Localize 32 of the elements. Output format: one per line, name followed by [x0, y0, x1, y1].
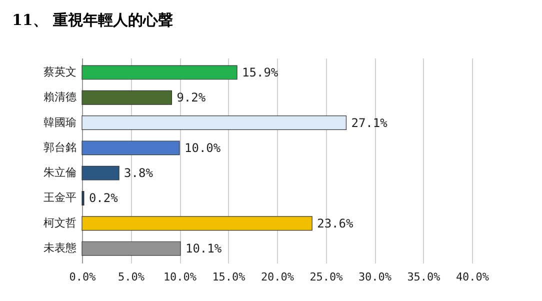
chart-title: 11、 重視年輕人的心聲	[12, 11, 174, 29]
x-tick-label: 15.0%	[212, 270, 246, 284]
x-tick-label: 40.0%	[456, 270, 490, 284]
y-tick-label: 韓國瑜	[44, 116, 76, 129]
y-tick-label: 朱立倫	[44, 166, 76, 180]
y-tick-label: 郭台銘	[44, 140, 76, 154]
bar	[82, 166, 120, 180]
y-tick-label: 蔡英文	[44, 65, 76, 78]
x-tick-label: 5.0%	[118, 270, 145, 284]
x-tick-label: 10.0%	[163, 270, 197, 284]
bar	[82, 90, 172, 105]
y-tick-label: 王金平	[44, 191, 76, 204]
data-label: 15.9%	[242, 65, 279, 80]
x-tick-label: 35.0%	[407, 270, 441, 284]
data-label: 3.8%	[124, 166, 154, 180]
y-tick-label: 柯文哲	[44, 216, 76, 230]
data-label: 10.1%	[185, 242, 222, 256]
bar	[82, 116, 347, 130]
x-tick-label: 0.0%	[69, 270, 96, 284]
bar	[82, 140, 180, 156]
data-label: 27.1%	[351, 116, 388, 130]
x-tick-label: 30.0%	[358, 270, 392, 284]
data-label: 23.6%	[317, 216, 354, 230]
bar	[82, 216, 312, 231]
bar	[82, 65, 238, 80]
data-label: 9.2%	[176, 90, 206, 105]
y-tick-label: 未表態	[44, 242, 76, 255]
x-tick-label: 25.0%	[310, 270, 344, 284]
x-tick-label: 20.0%	[260, 270, 294, 284]
y-tick-label: 賴清德	[44, 90, 76, 104]
data-label: 10.0%	[184, 140, 222, 155]
data-label: 0.2%	[88, 191, 119, 206]
